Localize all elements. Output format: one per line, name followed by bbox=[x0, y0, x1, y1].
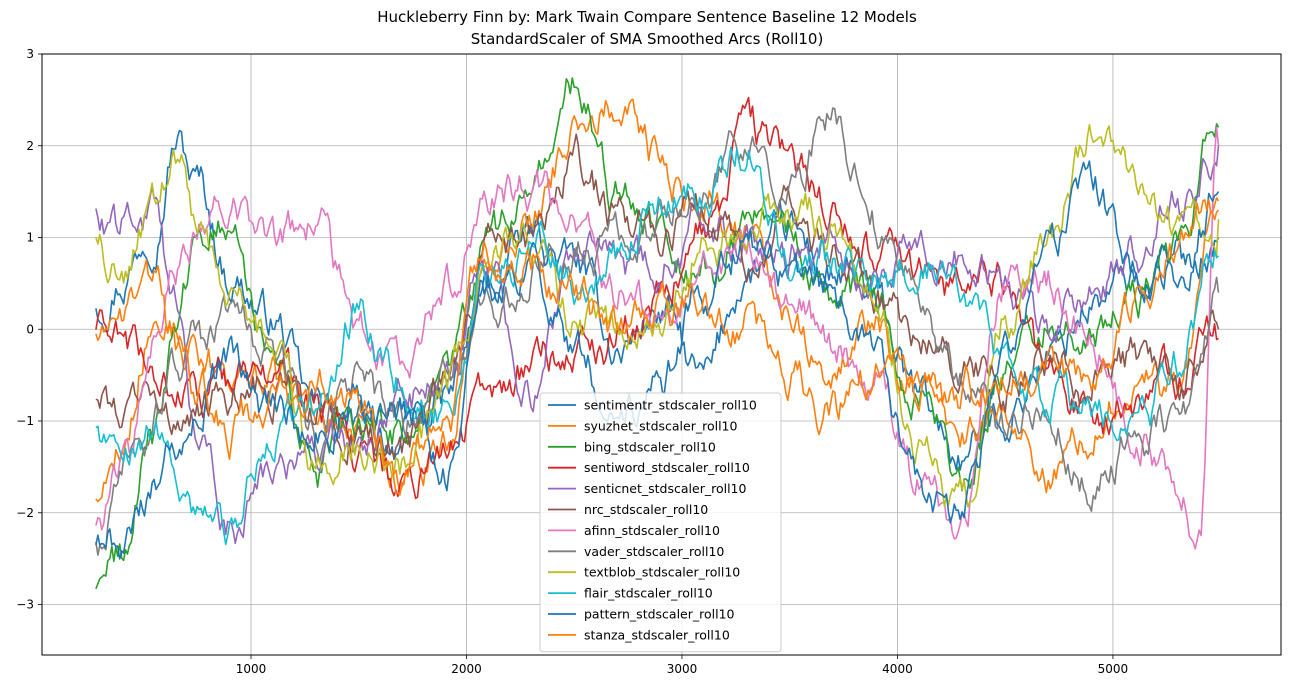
series-line-sentiword_stdscaler_roll10 bbox=[95, 96, 1219, 500]
legend-entry: senticnet_stdscaler_roll10 bbox=[584, 481, 746, 496]
legend-entry: pattern_stdscaler_roll10 bbox=[584, 607, 735, 622]
legend-box bbox=[539, 392, 782, 653]
x-tick-label: 2000 bbox=[451, 662, 482, 676]
series-line-pattern_stdscaler_roll10 bbox=[95, 160, 1220, 560]
series-line-textblob_stdscaler_roll10 bbox=[95, 124, 1220, 508]
x-tick-label: 4000 bbox=[882, 662, 913, 676]
tick-layer: 1000 2000 3000 4000 5000 −3 −2 −1 0 1 2 3 bbox=[16, 47, 1128, 676]
legend-entry: sentimentr_stdscaler_roll10 bbox=[584, 398, 757, 413]
legend-entry: flair_stdscaler_roll10 bbox=[584, 586, 713, 601]
series-layer bbox=[95, 77, 1220, 590]
legend: sentimentr_stdscaler_roll10 syuzhet_stdsc… bbox=[539, 392, 782, 653]
y-tick-label: −3 bbox=[16, 598, 34, 612]
legend-entry: afinn_stdscaler_roll10 bbox=[584, 523, 720, 538]
legend-entry: sentiword_stdscaler_roll10 bbox=[584, 460, 750, 475]
y-tick-label: 1 bbox=[26, 231, 34, 245]
y-tick-label: −2 bbox=[16, 506, 34, 520]
series-line-flair_stdscaler_roll10 bbox=[95, 146, 1220, 546]
x-tick-label: 5000 bbox=[1098, 662, 1129, 676]
y-tick-label: 2 bbox=[26, 139, 34, 153]
series-line-senticnet_stdscaler_roll10 bbox=[95, 145, 1220, 545]
legend-entry: stanza_stdscaler_roll10 bbox=[584, 627, 730, 642]
chart-subtitle: StandardScaler of SMA Smoothed Arcs (Rol… bbox=[471, 30, 824, 48]
legend-entry: vader_stdscaler_roll10 bbox=[584, 544, 724, 559]
legend-entry: textblob_stdscaler_roll10 bbox=[584, 565, 740, 580]
x-tick-label: 3000 bbox=[667, 662, 698, 676]
series-line-stanza_stdscaler_roll10 bbox=[95, 199, 1220, 496]
y-tick-label: −1 bbox=[16, 414, 34, 428]
chart-title: Huckleberry Finn by: Mark Twain Compare … bbox=[377, 8, 917, 26]
plot-frame bbox=[41, 53, 1282, 656]
legend-entry: syuzhet_stdscaler_roll10 bbox=[584, 418, 738, 433]
x-tick-label: 1000 bbox=[236, 662, 267, 676]
legend-entry: bing_stdscaler_roll10 bbox=[584, 439, 716, 454]
legend-entry: nrc_stdscaler_roll10 bbox=[584, 502, 708, 517]
y-tick-label: 0 bbox=[26, 322, 34, 336]
series-line-vader_stdscaler_roll10 bbox=[95, 107, 1220, 556]
y-tick-label: 3 bbox=[26, 47, 34, 61]
